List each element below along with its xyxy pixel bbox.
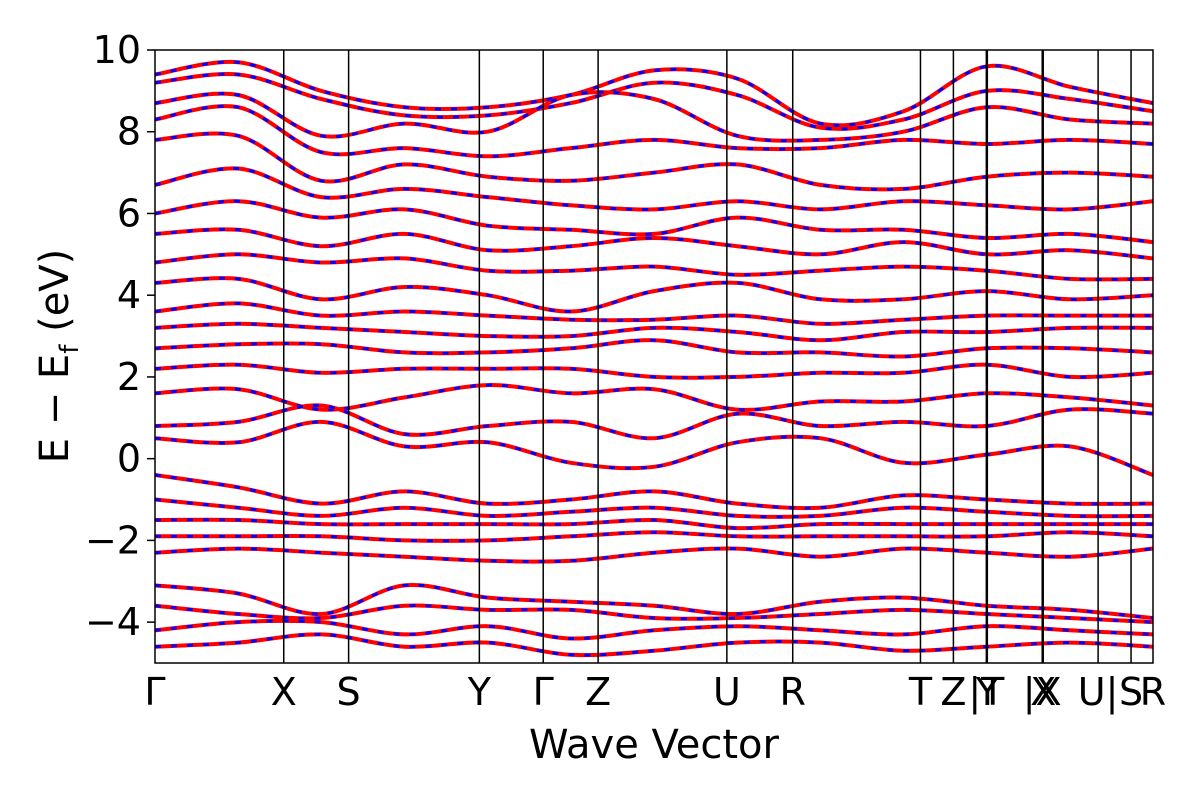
y-axis: 10 8 6 4 2 0 −2 −4: [85, 28, 155, 644]
x-tick-label: X: [1030, 670, 1056, 714]
y-tick-label: 8: [117, 110, 141, 154]
x-tick-label: U|: [1078, 670, 1119, 715]
x-tick-label: Γ: [144, 670, 165, 714]
y-axis-title: E − Ef (eV): [32, 249, 85, 464]
y-tick-label: 4: [117, 273, 141, 317]
x-tick-label: S: [1119, 670, 1143, 714]
x-tick-label: X: [271, 670, 297, 714]
plot-frame: [154, 49, 1154, 664]
y-tick-label: −2: [85, 518, 141, 562]
x-axis-title: Wave Vector: [529, 722, 780, 768]
x-tick-label: U: [713, 670, 741, 714]
y-tick-label: −4: [85, 600, 141, 644]
y-tick-label: 0: [117, 437, 141, 481]
x-tick-label: S: [337, 670, 361, 714]
y-axis-title-unit: (eV): [32, 249, 78, 345]
x-tick-label: |T: [968, 670, 1005, 715]
x-tick-label: Z: [940, 670, 966, 714]
x-tick-label: Y: [975, 670, 1000, 714]
y-tick-label: 2: [117, 355, 141, 399]
y-tick-label: 10: [93, 28, 141, 72]
high-symmetry-lines: [282, 50, 1132, 663]
x-tick-label: R: [780, 670, 806, 714]
y-tick-label: 6: [117, 191, 141, 235]
x-tick-label: Y: [467, 670, 492, 714]
x-tick-label: R: [1140, 670, 1166, 714]
x-axis: Γ X S Y Γ Z U R T Z |TY |XX U| SR: [144, 670, 1166, 715]
y-axis-title-main: E − E: [32, 354, 78, 464]
y-axis-title-sub: f: [55, 344, 85, 354]
x-tick-label: T: [908, 670, 933, 714]
x-tick-label: |X: [1023, 670, 1062, 715]
x-tick-label: Z: [585, 670, 611, 714]
x-tick-label: Γ: [533, 670, 554, 714]
svg-text:E − Ef (eV): E − Ef (eV): [32, 249, 85, 464]
